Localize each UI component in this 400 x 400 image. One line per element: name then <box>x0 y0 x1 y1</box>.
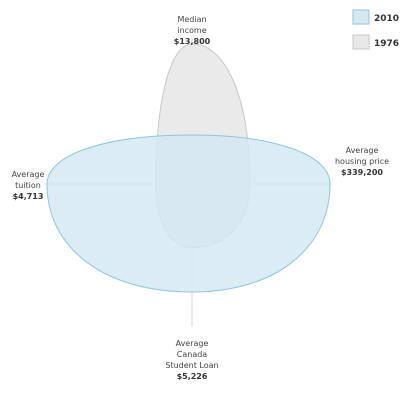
axis-value-right: $339,200 <box>341 168 383 177</box>
axis-label-top: Median <box>177 15 206 24</box>
axis-value-top: $13,800 <box>174 37 211 46</box>
legend-swatch-1976 <box>352 34 370 50</box>
axis-label-left: tuition <box>15 181 41 190</box>
axis-label-left: Average <box>12 170 45 179</box>
series-shape-2010 <box>46 134 331 293</box>
axis-value-bottom: $5,226 <box>177 372 208 381</box>
axis-label-right: Average <box>346 146 379 155</box>
axis-label-top: income <box>177 26 206 35</box>
axis-label-bottom: Canada <box>177 350 208 359</box>
legend-label-2010: 2010 <box>374 14 399 24</box>
axis-value-left: $4,713 <box>13 192 44 201</box>
legend-label-1976: 1976 <box>374 39 399 49</box>
axis-label-bottom: Student Loan <box>165 361 218 370</box>
legend-swatch-2010 <box>352 9 370 25</box>
axis-label-right: housing price <box>335 157 389 166</box>
axis-label-bottom: Average <box>176 339 209 348</box>
